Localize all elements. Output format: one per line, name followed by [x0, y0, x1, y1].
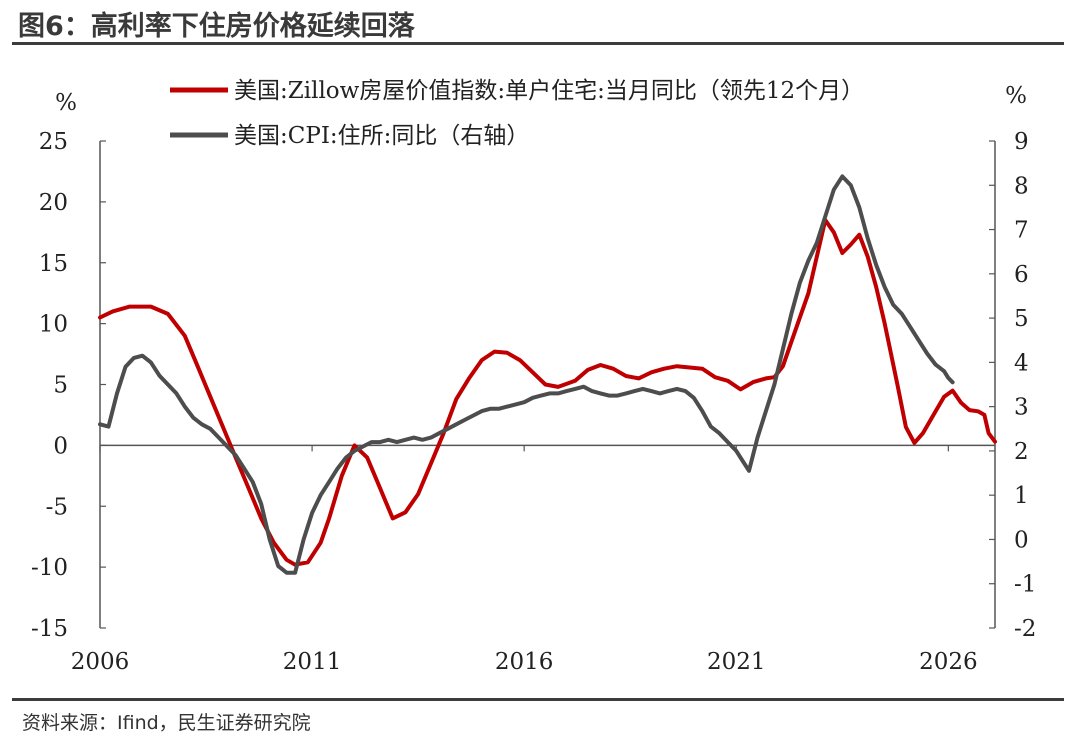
right-tick-label: 6: [1014, 262, 1029, 288]
left-tick-label: 5: [53, 373, 68, 399]
right-tick-label: 1: [1014, 483, 1029, 509]
right-tick-label: 9: [1014, 129, 1029, 155]
right-tick-label: 8: [1014, 173, 1029, 199]
left-tick-label: 20: [39, 190, 68, 216]
source-rule: [12, 698, 1064, 701]
left-tick-label: 15: [39, 251, 68, 277]
left-unit-label: %: [55, 90, 77, 116]
right-tick-label: 3: [1014, 395, 1029, 421]
legend-label: 美国:Zillow房屋价值指数:单户住宅:当月同比（领先12个月）: [234, 78, 864, 104]
series-layer: [98, 174, 997, 575]
right-tick-label: -2: [1014, 616, 1036, 642]
x-tick-label: 2016: [495, 649, 554, 675]
cpi-shelter-line: [98, 174, 955, 575]
left-tick-label: -10: [31, 555, 68, 581]
right-tick-label: 7: [1014, 218, 1029, 244]
right-tick-label: 5: [1014, 306, 1029, 332]
legend-label: 美国:CPI:住所:同比（右轴）: [234, 123, 529, 149]
x-tick-label: 2006: [71, 649, 130, 675]
figure-title: 图6：高利率下住房价格延续回落: [18, 11, 415, 42]
right-tick-label: 4: [1014, 350, 1029, 376]
zillow-index-line: [98, 218, 997, 567]
x-tick-label: 2011: [283, 649, 342, 675]
left-tick-label: 25: [39, 129, 68, 155]
left-tick-label: -5: [46, 494, 68, 520]
legend: 美国:Zillow房屋价值指数:单户住宅:当月同比（领先12个月） 美国:CPI:…: [170, 78, 864, 149]
title-rule: [12, 42, 1064, 45]
right-tick-label: 0: [1014, 527, 1029, 553]
left-tick-label: -15: [31, 616, 68, 642]
right-tick-label: -1: [1014, 572, 1036, 598]
right-unit-label: %: [1005, 83, 1027, 109]
left-tick-label: 0: [53, 433, 68, 459]
source-note: 资料来源：Ifind，民生证券研究院: [22, 712, 311, 734]
right-tick-label: 2: [1014, 439, 1029, 465]
left-tick-label: 10: [39, 312, 68, 338]
x-tick-label: 2026: [919, 649, 978, 675]
x-tick-label: 2021: [707, 649, 766, 675]
